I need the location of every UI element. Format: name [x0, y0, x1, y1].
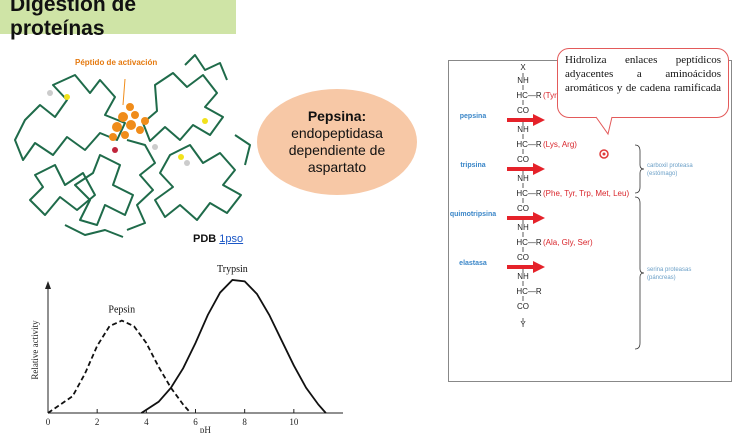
residue-label: (Ala, Gly, Ser)	[543, 238, 593, 247]
chain-start-label: X	[520, 63, 526, 72]
group-label: (estómago)	[647, 171, 677, 177]
y-axis-arrow-icon	[45, 281, 51, 289]
group-label: (páncreas)	[647, 275, 676, 281]
series-trypsin-line	[140, 279, 327, 414]
x-axis-label: pH	[200, 425, 212, 433]
x-tick-label: 0	[46, 417, 51, 427]
activation-peptide-label: Péptido de activación	[75, 58, 157, 67]
co-group: CO	[517, 155, 529, 164]
enzyme-label-pepsina: pepsina	[460, 113, 487, 120]
co-group: CO	[517, 106, 529, 115]
co-group: CO	[517, 253, 529, 262]
series-trypsin-label: Trypsin	[217, 264, 248, 275]
series-pepsin-label: Pepsin	[108, 305, 135, 316]
chain-end-label: Y	[520, 320, 526, 329]
x-tick-label: 10	[289, 417, 299, 427]
bubble-line-3: aspartato	[307, 159, 367, 175]
series-pepsin-line	[47, 319, 192, 414]
nh-group: NH	[517, 223, 529, 232]
nh-group: NH	[517, 272, 529, 281]
pdb-label: PDB	[193, 233, 217, 245]
group-label: serina proteasas	[647, 267, 691, 273]
group-brace	[634, 196, 645, 350]
enzyme-label-elastasa: elastasa	[459, 260, 487, 267]
x-tick-label: 4	[144, 417, 149, 427]
group-brace	[634, 144, 645, 194]
pdb-link[interactable]: 1pso	[219, 233, 244, 245]
x-tick-label: 2	[95, 417, 100, 427]
alpha-carbon-group: HC—R	[516, 238, 542, 247]
nh-group: NH	[517, 76, 529, 85]
alpha-carbon-group: HC—R	[516, 140, 542, 149]
nh-group: NH	[517, 174, 529, 183]
pepsin-info-bubble: Pepsina: endopeptidasa dependiente de as…	[257, 89, 417, 195]
group-label: carboxil proteasa	[647, 163, 693, 169]
ph-activity-chart: 0 2 4 6 8 10 pH Relative activity Pepsin Trypsin	[30, 264, 343, 433]
cleavage-arrow-head-icon	[533, 212, 545, 224]
alpha-carbon-group: HC—R	[516, 91, 542, 100]
bubble-title: Pepsina:	[307, 108, 367, 124]
alpha-carbon-group: HC—R	[516, 189, 542, 198]
callout-tail	[596, 116, 613, 136]
slide-title-banner: Digestión de proteínas	[0, 0, 236, 40]
enzyme-label-quimotripsina: quimotripsina	[450, 211, 496, 218]
residue-label: (Lys, Arg)	[543, 140, 577, 149]
enzyme-label-tripsina: tripsina	[460, 162, 485, 169]
cleavage-arrow-head-icon	[533, 163, 545, 175]
x-tick-label: 6	[193, 417, 198, 427]
residue-label: (Phe, Tyr, Trp, Met, Leu)	[543, 189, 629, 198]
bubble-line-2: dependiente de	[288, 142, 386, 158]
bubble-line-1: endopeptidasa	[291, 125, 383, 141]
cleavage-arrow-head-icon	[533, 261, 545, 273]
y-axis-label: Relative activity	[30, 320, 40, 380]
pdb-reference: PDB 1pso	[193, 233, 243, 245]
slide-title: Digestión de proteínas	[10, 0, 137, 40]
x-tick-label: 8	[242, 417, 247, 427]
cursor-marker-icon	[599, 149, 609, 159]
hydrolysis-callout: Hidroliza enlaces peptídicos adyacentes …	[557, 48, 729, 118]
nh-group: NH	[517, 125, 529, 134]
cleavage-arrow-head-icon	[533, 114, 545, 126]
co-group: CO	[517, 204, 529, 213]
co-group: CO	[517, 302, 529, 311]
alpha-carbon-group: HC—R	[516, 287, 542, 296]
pepsin-structure-image: Péptido de activación	[14, 54, 251, 238]
